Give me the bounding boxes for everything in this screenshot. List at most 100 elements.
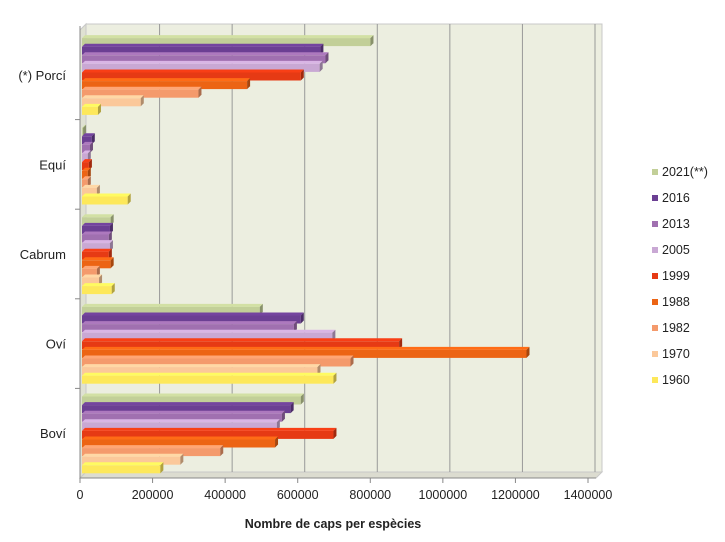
bar bbox=[82, 422, 277, 431]
bar-end bbox=[198, 86, 202, 98]
bar-end bbox=[96, 265, 100, 277]
bar-end bbox=[99, 274, 103, 286]
bar bbox=[82, 162, 89, 171]
bar bbox=[82, 251, 109, 260]
bar bbox=[82, 89, 199, 98]
bar-top bbox=[82, 436, 279, 440]
bar-end bbox=[281, 410, 285, 422]
bar-end bbox=[317, 364, 321, 376]
bar bbox=[82, 98, 141, 107]
bar bbox=[82, 286, 112, 295]
bar-top bbox=[82, 52, 329, 56]
legend-label: 1960 bbox=[662, 373, 690, 387]
bar-end bbox=[370, 35, 374, 47]
bar bbox=[82, 315, 301, 324]
bar-end bbox=[83, 124, 87, 136]
x-tick-label: 1200000 bbox=[491, 488, 540, 502]
bar bbox=[82, 217, 111, 226]
bar-top bbox=[82, 222, 113, 226]
bar bbox=[82, 127, 84, 136]
bar-top bbox=[82, 445, 224, 449]
bar-end bbox=[293, 321, 297, 333]
category-label: (*) Porcí bbox=[18, 68, 66, 83]
bar-top bbox=[82, 329, 336, 333]
bar-top bbox=[82, 231, 112, 235]
bar-end bbox=[180, 453, 184, 465]
bar bbox=[82, 144, 90, 153]
bar-top bbox=[82, 60, 323, 64]
bar bbox=[82, 72, 301, 81]
bar-top bbox=[82, 274, 103, 278]
x-tick-label: 400000 bbox=[204, 488, 246, 502]
legend-label: 1982 bbox=[662, 321, 690, 335]
bar bbox=[82, 405, 291, 414]
bar bbox=[82, 430, 334, 439]
bar-end bbox=[333, 427, 337, 439]
bar-end bbox=[332, 329, 336, 341]
legend-label: 2013 bbox=[662, 217, 690, 231]
category-label: Oví bbox=[46, 337, 67, 352]
bar-top bbox=[82, 410, 285, 414]
bar bbox=[82, 332, 333, 341]
legend-swatch bbox=[652, 325, 658, 331]
category-label: Cabrum bbox=[20, 247, 66, 262]
bar-end bbox=[89, 141, 93, 153]
bar-top bbox=[82, 462, 164, 466]
category-label: Equí bbox=[39, 157, 66, 172]
bar-top bbox=[82, 43, 324, 47]
bar bbox=[82, 396, 301, 405]
bar bbox=[82, 367, 318, 376]
bar bbox=[82, 456, 181, 465]
bar-end bbox=[275, 436, 279, 448]
x-tick-label: 800000 bbox=[349, 488, 391, 502]
bar-top bbox=[82, 167, 91, 171]
x-tick-label: 1000000 bbox=[419, 488, 468, 502]
bar-end bbox=[350, 355, 354, 367]
bar bbox=[82, 306, 260, 315]
bar-top bbox=[82, 257, 114, 261]
legend-swatch bbox=[652, 377, 658, 383]
bar bbox=[82, 358, 351, 367]
bar bbox=[82, 234, 109, 243]
bar bbox=[82, 439, 276, 448]
bar-end bbox=[333, 372, 337, 384]
bar bbox=[82, 136, 92, 145]
bar bbox=[82, 243, 110, 252]
bar-top bbox=[82, 103, 101, 107]
bar bbox=[82, 277, 100, 286]
bar-top bbox=[82, 402, 294, 406]
x-axis-title: Nombre de caps per espècies bbox=[245, 517, 422, 531]
legend-label: 1970 bbox=[662, 347, 690, 361]
bar-top bbox=[82, 193, 131, 197]
bar bbox=[82, 375, 334, 384]
bar-top bbox=[82, 303, 263, 307]
bar-top bbox=[82, 95, 144, 99]
bar bbox=[82, 196, 128, 205]
bar-end bbox=[399, 338, 403, 350]
legend-swatch bbox=[652, 195, 658, 201]
bar-end bbox=[276, 419, 280, 431]
x-tick-label: 0 bbox=[77, 488, 84, 502]
bar-top bbox=[82, 141, 93, 145]
bar-top bbox=[82, 214, 114, 218]
legend-swatch bbox=[652, 351, 658, 357]
bar-end bbox=[88, 159, 92, 171]
bar-top bbox=[82, 346, 530, 350]
legend-label: 1988 bbox=[662, 295, 690, 309]
bar-top bbox=[82, 248, 112, 252]
bar bbox=[82, 38, 371, 47]
bar bbox=[82, 413, 282, 422]
bar-end bbox=[109, 240, 113, 252]
bar-top bbox=[82, 393, 304, 397]
bar-top bbox=[82, 124, 87, 128]
bar bbox=[82, 448, 221, 457]
bar-top bbox=[82, 312, 304, 316]
bar-top bbox=[82, 355, 354, 359]
bar-end bbox=[108, 248, 112, 260]
bar-end bbox=[111, 283, 115, 295]
bar bbox=[82, 81, 248, 90]
bar-end bbox=[247, 78, 251, 90]
bar bbox=[82, 268, 97, 277]
legend-swatch bbox=[652, 221, 658, 227]
bar bbox=[82, 349, 527, 358]
